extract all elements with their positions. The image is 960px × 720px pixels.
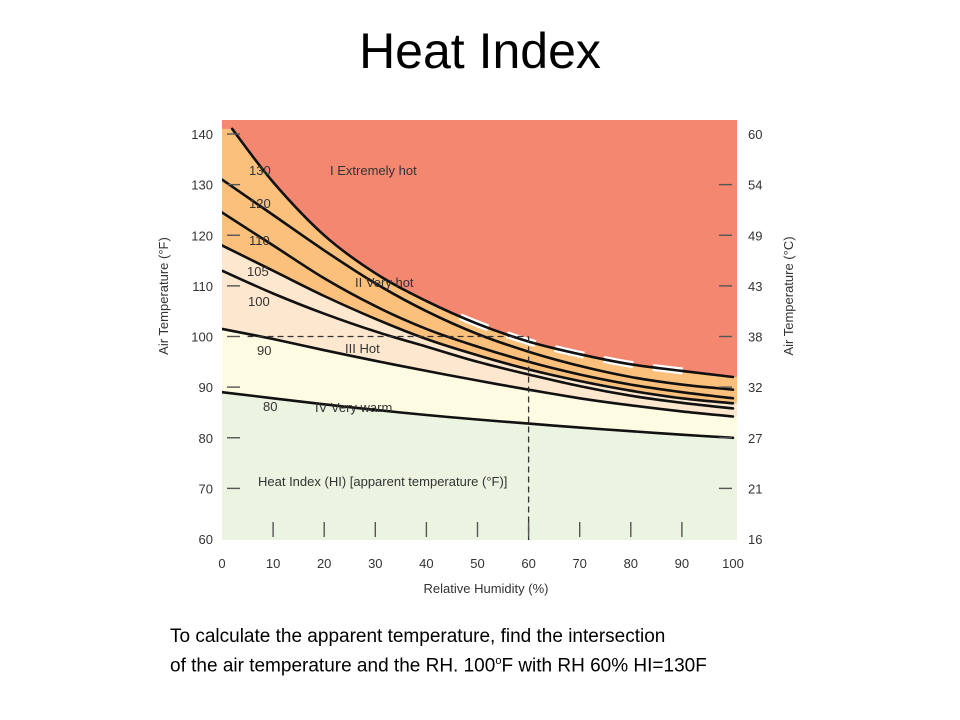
zone-label-2: II Very hot — [355, 275, 414, 290]
x-tick-label-50: 50 — [470, 556, 484, 571]
curve-label-110: 110 — [249, 233, 270, 248]
y-tick-label-110: 110 — [192, 279, 213, 294]
y-tick-label-60: 60 — [199, 532, 213, 547]
x-tick-label-20: 20 — [317, 556, 331, 571]
curve-hi-80 — [222, 390, 735, 440]
curve-label-120: 120 — [249, 196, 271, 211]
y-tick-label-120: 120 — [191, 228, 213, 243]
caption-line-1: To calculate the apparent temperature, f… — [170, 626, 666, 647]
x-tick-label-60: 60 — [521, 556, 535, 571]
zone-below-80 — [222, 392, 737, 540]
x-tick-label-10: 10 — [266, 556, 280, 571]
zone-label-4: IV Very warm — [315, 400, 392, 415]
x-tick-label-40: 40 — [419, 556, 433, 571]
zone-label-3: III Hot — [345, 341, 380, 356]
y-tick-label-140: 140 — [191, 127, 213, 142]
x-tick-label-80: 80 — [624, 556, 638, 571]
y-axis-label-right: Air Temperature (°C) — [781, 236, 796, 355]
y-right-tick-label-49: 49 — [748, 228, 762, 243]
degree-sup: o — [495, 655, 502, 667]
curve-hi-110 — [222, 211, 735, 400]
x-axis-label: Relative Humidity (%) — [424, 581, 549, 596]
y-tick-label-100: 100 — [191, 330, 213, 345]
curve-label-130: 130 — [249, 163, 271, 178]
curve-hi-120 — [222, 178, 735, 391]
curve-hi-90 — [222, 327, 735, 418]
y-right-tick-label-43: 43 — [748, 279, 762, 294]
curve-label-100: 100 — [248, 294, 270, 309]
y-right-tick-label-16: 16 — [748, 532, 762, 547]
curve-label-105: 105 — [247, 264, 269, 279]
y-right-tick-label-32: 32 — [748, 380, 762, 395]
zone-label-1: I Extremely hot — [330, 163, 417, 178]
y-tick-label-90: 90 — [199, 380, 213, 395]
y-right-tick-label-54: 54 — [748, 178, 762, 193]
caption-line-2-b: F with RH 60% HI=130F — [501, 655, 707, 677]
y-right-tick-label-60: 60 — [748, 127, 762, 142]
heat-index-annotation: Heat Index (HI) [apparent temperature (°… — [258, 474, 507, 489]
x-tick-label-30: 30 — [368, 556, 382, 571]
caption-line-2: of the air temperature and the RH. 100oF… — [170, 649, 890, 678]
x-tick-label-100: 100 — [722, 556, 744, 571]
x-tick-label-70: 70 — [572, 556, 586, 571]
x-tick-label-0: 0 — [218, 556, 225, 571]
curve-hi-130 — [230, 127, 735, 379]
y-right-tick-label-27: 27 — [748, 431, 762, 446]
y-right-tick-label-38: 38 — [748, 330, 762, 345]
y-tick-label-80: 80 — [199, 431, 213, 446]
caption: To calculate the apparent temperature, f… — [170, 624, 890, 678]
curve-label-90: 90 — [257, 343, 271, 358]
y-tick-label-130: 130 — [191, 178, 213, 193]
y-tick-label-70: 70 — [199, 481, 213, 496]
curve-label-80: 80 — [263, 399, 277, 414]
x-tick-label-90: 90 — [675, 556, 689, 571]
curve-hi-100 — [222, 269, 735, 410]
curve-hi-105 — [222, 244, 735, 405]
y-axis-label: Air Temperature (°F) — [156, 237, 171, 355]
y-right-tick-label-21: 21 — [748, 481, 762, 496]
caption-line-2-a: of the air temperature and the RH. 100 — [170, 655, 496, 677]
slide-title: Heat Index — [359, 23, 601, 79]
